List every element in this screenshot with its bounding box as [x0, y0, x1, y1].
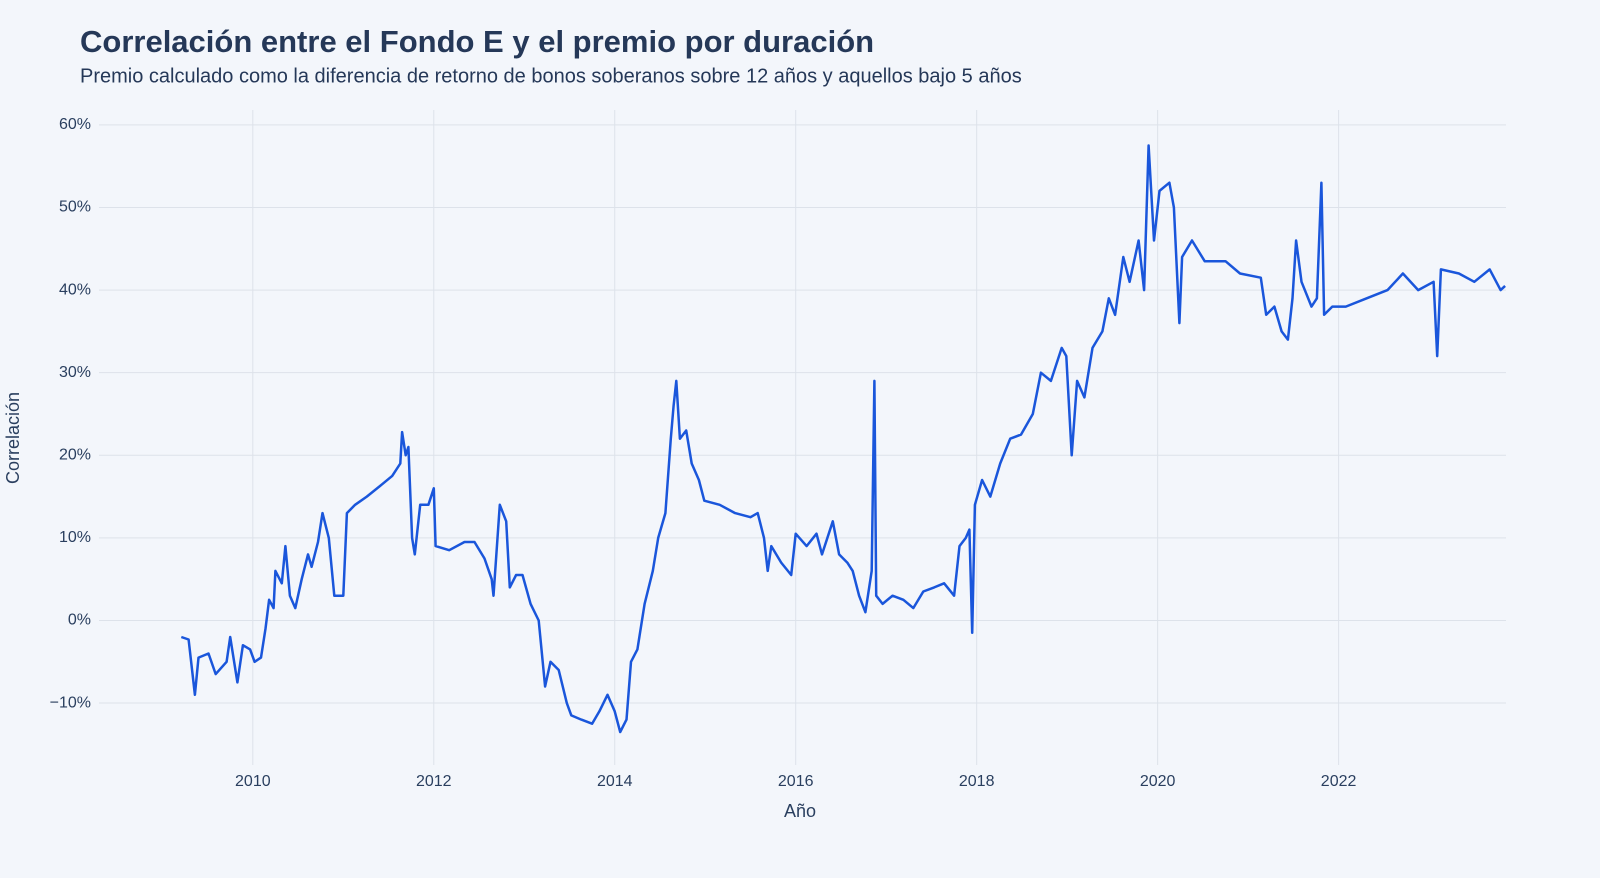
y-tick-label: 60%: [59, 116, 91, 133]
x-tick-label: 2010: [235, 773, 271, 790]
chart-title: Correlación entre el Fondo E y el premio…: [80, 24, 874, 59]
y-tick-label: 10%: [59, 529, 91, 546]
x-tick-label: 2012: [416, 773, 452, 790]
x-tick-label: 2022: [1321, 773, 1357, 790]
y-tick-label: 30%: [59, 364, 91, 381]
x-tick-label: 2014: [597, 773, 633, 790]
x-axis-title: Año: [784, 801, 816, 821]
y-tick-label: 40%: [59, 281, 91, 298]
x-tick-label: 2020: [1140, 773, 1176, 790]
y-tick-label: 50%: [59, 199, 91, 216]
y-tick-label: 0%: [68, 612, 91, 629]
y-axis-title: Correlación: [3, 392, 23, 484]
x-tick-label: 2018: [959, 773, 995, 790]
data-line: [180, 144, 1506, 734]
y-tick-label: −10%: [50, 694, 91, 711]
chart-subtitle: Premio calculado como la diferencia de r…: [80, 65, 1022, 87]
y-tick-label: 20%: [59, 446, 91, 463]
x-tick-label: 2016: [778, 773, 814, 790]
